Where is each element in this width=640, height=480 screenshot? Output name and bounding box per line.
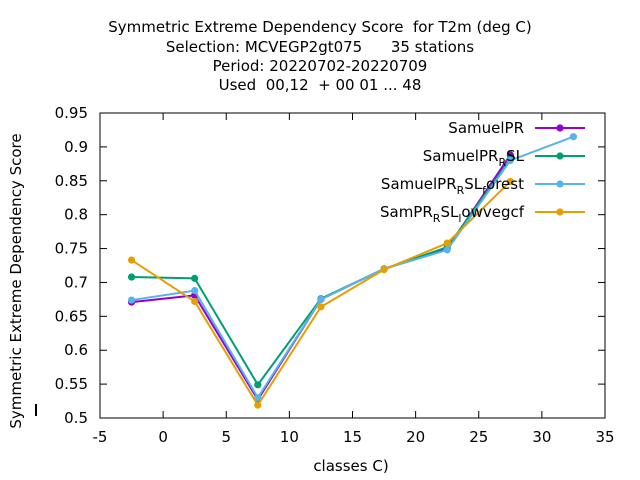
x-tick-label: 20: [406, 428, 425, 446]
data-point: [254, 401, 262, 409]
y-tick-label: 0.5: [64, 409, 88, 427]
x-tick-label: 0: [158, 428, 168, 446]
x-tick-label: -5: [93, 428, 108, 446]
data-point: [191, 286, 199, 295]
y-tick-label: 0.95: [55, 104, 88, 122]
title-line-4: Used 00,12 + 00 01 ... 48: [218, 76, 422, 94]
x-tick-label: 10: [280, 428, 299, 446]
series-line: [131, 135, 574, 400]
data-point: [254, 381, 262, 389]
data-point: [127, 256, 136, 264]
x-axis-label: classes C): [313, 457, 388, 475]
title-line-2: Selection: MCVEGP2gt075 35 stations: [165, 38, 475, 56]
legend-entry-label: SamPRRSLlowvegcf: [380, 203, 525, 225]
series-3: [127, 133, 578, 402]
legend-entry-label: SamuelPRRSL: [423, 147, 525, 169]
data-point: [191, 297, 199, 306]
y-tick-label: 0.75: [55, 240, 88, 258]
data-point: [443, 246, 451, 254]
legend-entry-label: SamuelPRRSLforest: [381, 175, 524, 197]
data-point: [506, 156, 514, 165]
y-axis-label: Symmetric Extreme Dependency Score: [7, 133, 25, 428]
plot-frame: [99, 112, 606, 419]
data-point: [317, 295, 325, 303]
data-point: [443, 239, 451, 247]
data-point: [191, 274, 199, 282]
data-point: [506, 177, 514, 186]
title-line-3: Period: 20220702-20220709: [212, 57, 428, 75]
series-layer: [127, 133, 578, 409]
y-tick-label: 0.85: [55, 172, 88, 190]
legend-swatch-point: [556, 152, 564, 160]
y-tick-label: 0.55: [55, 375, 88, 393]
data-point: [254, 394, 262, 402]
legend-entry-label: SamuelPR: [448, 119, 524, 137]
legend-swatch-point: [556, 208, 564, 216]
data-point: [127, 273, 136, 281]
legend-swatch-point: [556, 124, 564, 132]
y-tick-label: 0.8: [64, 206, 88, 224]
data-point: [569, 133, 578, 141]
x-tick-label: 25: [469, 428, 488, 446]
x-tick-label: 35: [595, 428, 614, 446]
y-tick-label: 0.6: [64, 341, 88, 359]
y-tick-label: 0.7: [64, 273, 88, 291]
axis-tick-mark: [35, 404, 37, 416]
x-tick-label: 5: [221, 428, 231, 446]
legend: SamuelPR SamuelPRRSL SamuelPRRSLforest SamP…: [380, 119, 585, 225]
data-point: [127, 296, 136, 304]
legend-swatch-point: [556, 180, 564, 188]
y-tick-label: 0.9: [64, 138, 88, 156]
x-tick-label: 15: [343, 428, 362, 446]
series-4: [127, 177, 514, 409]
title-line-1: Symmetric Extreme Dependency Score for T…: [108, 18, 532, 36]
x-tick-label: 30: [532, 428, 551, 446]
y-tick-label: 0.65: [55, 307, 88, 325]
data-point: [380, 265, 388, 274]
data-point: [317, 303, 325, 311]
axes: -5 0 5 10 15 20 25 30 35 0.5 0.55 0.6 0.65 0.7 0.75 0.8…: [55, 104, 615, 446]
